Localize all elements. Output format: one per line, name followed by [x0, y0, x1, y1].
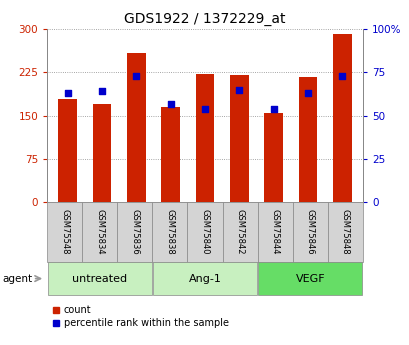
Text: VEGF: VEGF	[295, 274, 324, 284]
Text: Ang-1: Ang-1	[188, 274, 221, 284]
Bar	[127, 53, 146, 202]
Point	[99, 89, 105, 94]
Text: GSM75848: GSM75848	[340, 209, 349, 255]
Text: GSM75842: GSM75842	[235, 209, 244, 255]
Bar	[161, 107, 180, 202]
Text: GSM75846: GSM75846	[305, 209, 314, 255]
Bar	[58, 99, 77, 202]
Text: GSM75838: GSM75838	[165, 209, 174, 255]
Text: agent: agent	[2, 274, 32, 284]
Text: GSM75844: GSM75844	[270, 209, 279, 255]
Point	[201, 106, 208, 111]
Point	[338, 73, 345, 79]
Bar	[92, 104, 111, 202]
Point	[270, 106, 276, 111]
Text: GSM75834: GSM75834	[95, 209, 104, 255]
Bar	[263, 113, 282, 202]
Text: GDS1922 / 1372229_at: GDS1922 / 1372229_at	[124, 12, 285, 26]
Bar	[229, 75, 248, 202]
Point	[64, 90, 71, 96]
Bar	[298, 77, 317, 202]
Text: GSM75548: GSM75548	[60, 209, 69, 255]
Bar	[332, 34, 351, 202]
Text: GSM75840: GSM75840	[200, 209, 209, 255]
Bar	[195, 74, 214, 202]
Legend: count, percentile rank within the sample: count, percentile rank within the sample	[52, 305, 228, 328]
Point	[304, 90, 310, 96]
Point	[167, 101, 173, 106]
Text: untreated: untreated	[72, 274, 127, 284]
Point	[236, 87, 242, 92]
Point	[133, 73, 139, 79]
Text: GSM75836: GSM75836	[130, 209, 139, 255]
